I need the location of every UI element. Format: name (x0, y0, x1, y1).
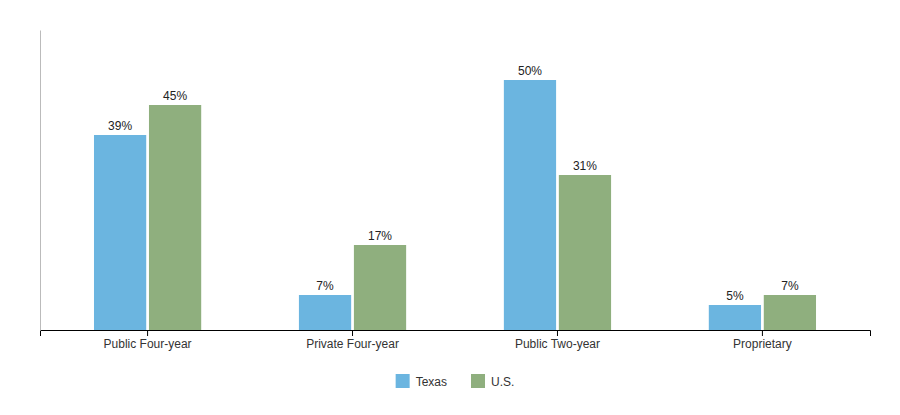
x-axis: Public Four-year Private Four-year Public … (41, 330, 871, 351)
x-tick-mark (147, 330, 148, 336)
data-labels: 39% 7% 50% 5% 45% 17% 31% 7% (108, 64, 799, 303)
legend: Texas U.S. (396, 374, 515, 389)
bar (149, 105, 201, 330)
legend-item: Texas (396, 374, 447, 389)
plot: 39% 7% 50% 5% 45% 17% 31% 7% Public Four-year Pri… (41, 31, 871, 351)
x-tick: Public Four-year (104, 330, 192, 351)
legend-label: Texas (416, 375, 447, 389)
legend-item: U.S. (471, 374, 514, 389)
legend-swatch (471, 374, 485, 388)
x-tick: Proprietary (733, 330, 792, 351)
x-tick-mark (352, 330, 353, 336)
data-label: 31% (573, 159, 597, 173)
data-label: 7% (316, 279, 334, 293)
legend-swatch (396, 374, 410, 388)
chart: 39% 7% 50% 5% 45% 17% 31% 7% Public Four-year Pri… (0, 0, 900, 415)
x-tick-label: Proprietary (733, 337, 792, 351)
x-tick-mark (557, 330, 558, 336)
x-tick-label: Private Four-year (306, 337, 399, 351)
bar-series (149, 105, 816, 330)
x-tick-label: Public Two-year (515, 337, 600, 351)
data-label: 50% (518, 64, 542, 78)
bar (94, 135, 146, 330)
data-label: 7% (781, 279, 799, 293)
data-label: 17% (368, 229, 392, 243)
x-tick-label: Public Four-year (104, 337, 192, 351)
x-tick: Private Four-year (306, 330, 399, 351)
data-label: 45% (163, 89, 187, 103)
bar (299, 295, 351, 330)
bar (764, 295, 816, 330)
x-tick: Public Two-year (515, 330, 600, 351)
bars (94, 80, 816, 330)
bar (504, 80, 556, 330)
x-axis-line (41, 331, 871, 337)
data-label: 5% (726, 289, 744, 303)
bar-series (94, 80, 761, 330)
bar (559, 175, 611, 330)
bar (709, 305, 761, 330)
bar (354, 245, 406, 330)
y-axis-line (40, 31, 41, 331)
y-axis (40, 31, 41, 331)
legend-label: U.S. (491, 375, 514, 389)
data-label: 39% (108, 119, 132, 133)
x-tick-mark (762, 330, 763, 336)
